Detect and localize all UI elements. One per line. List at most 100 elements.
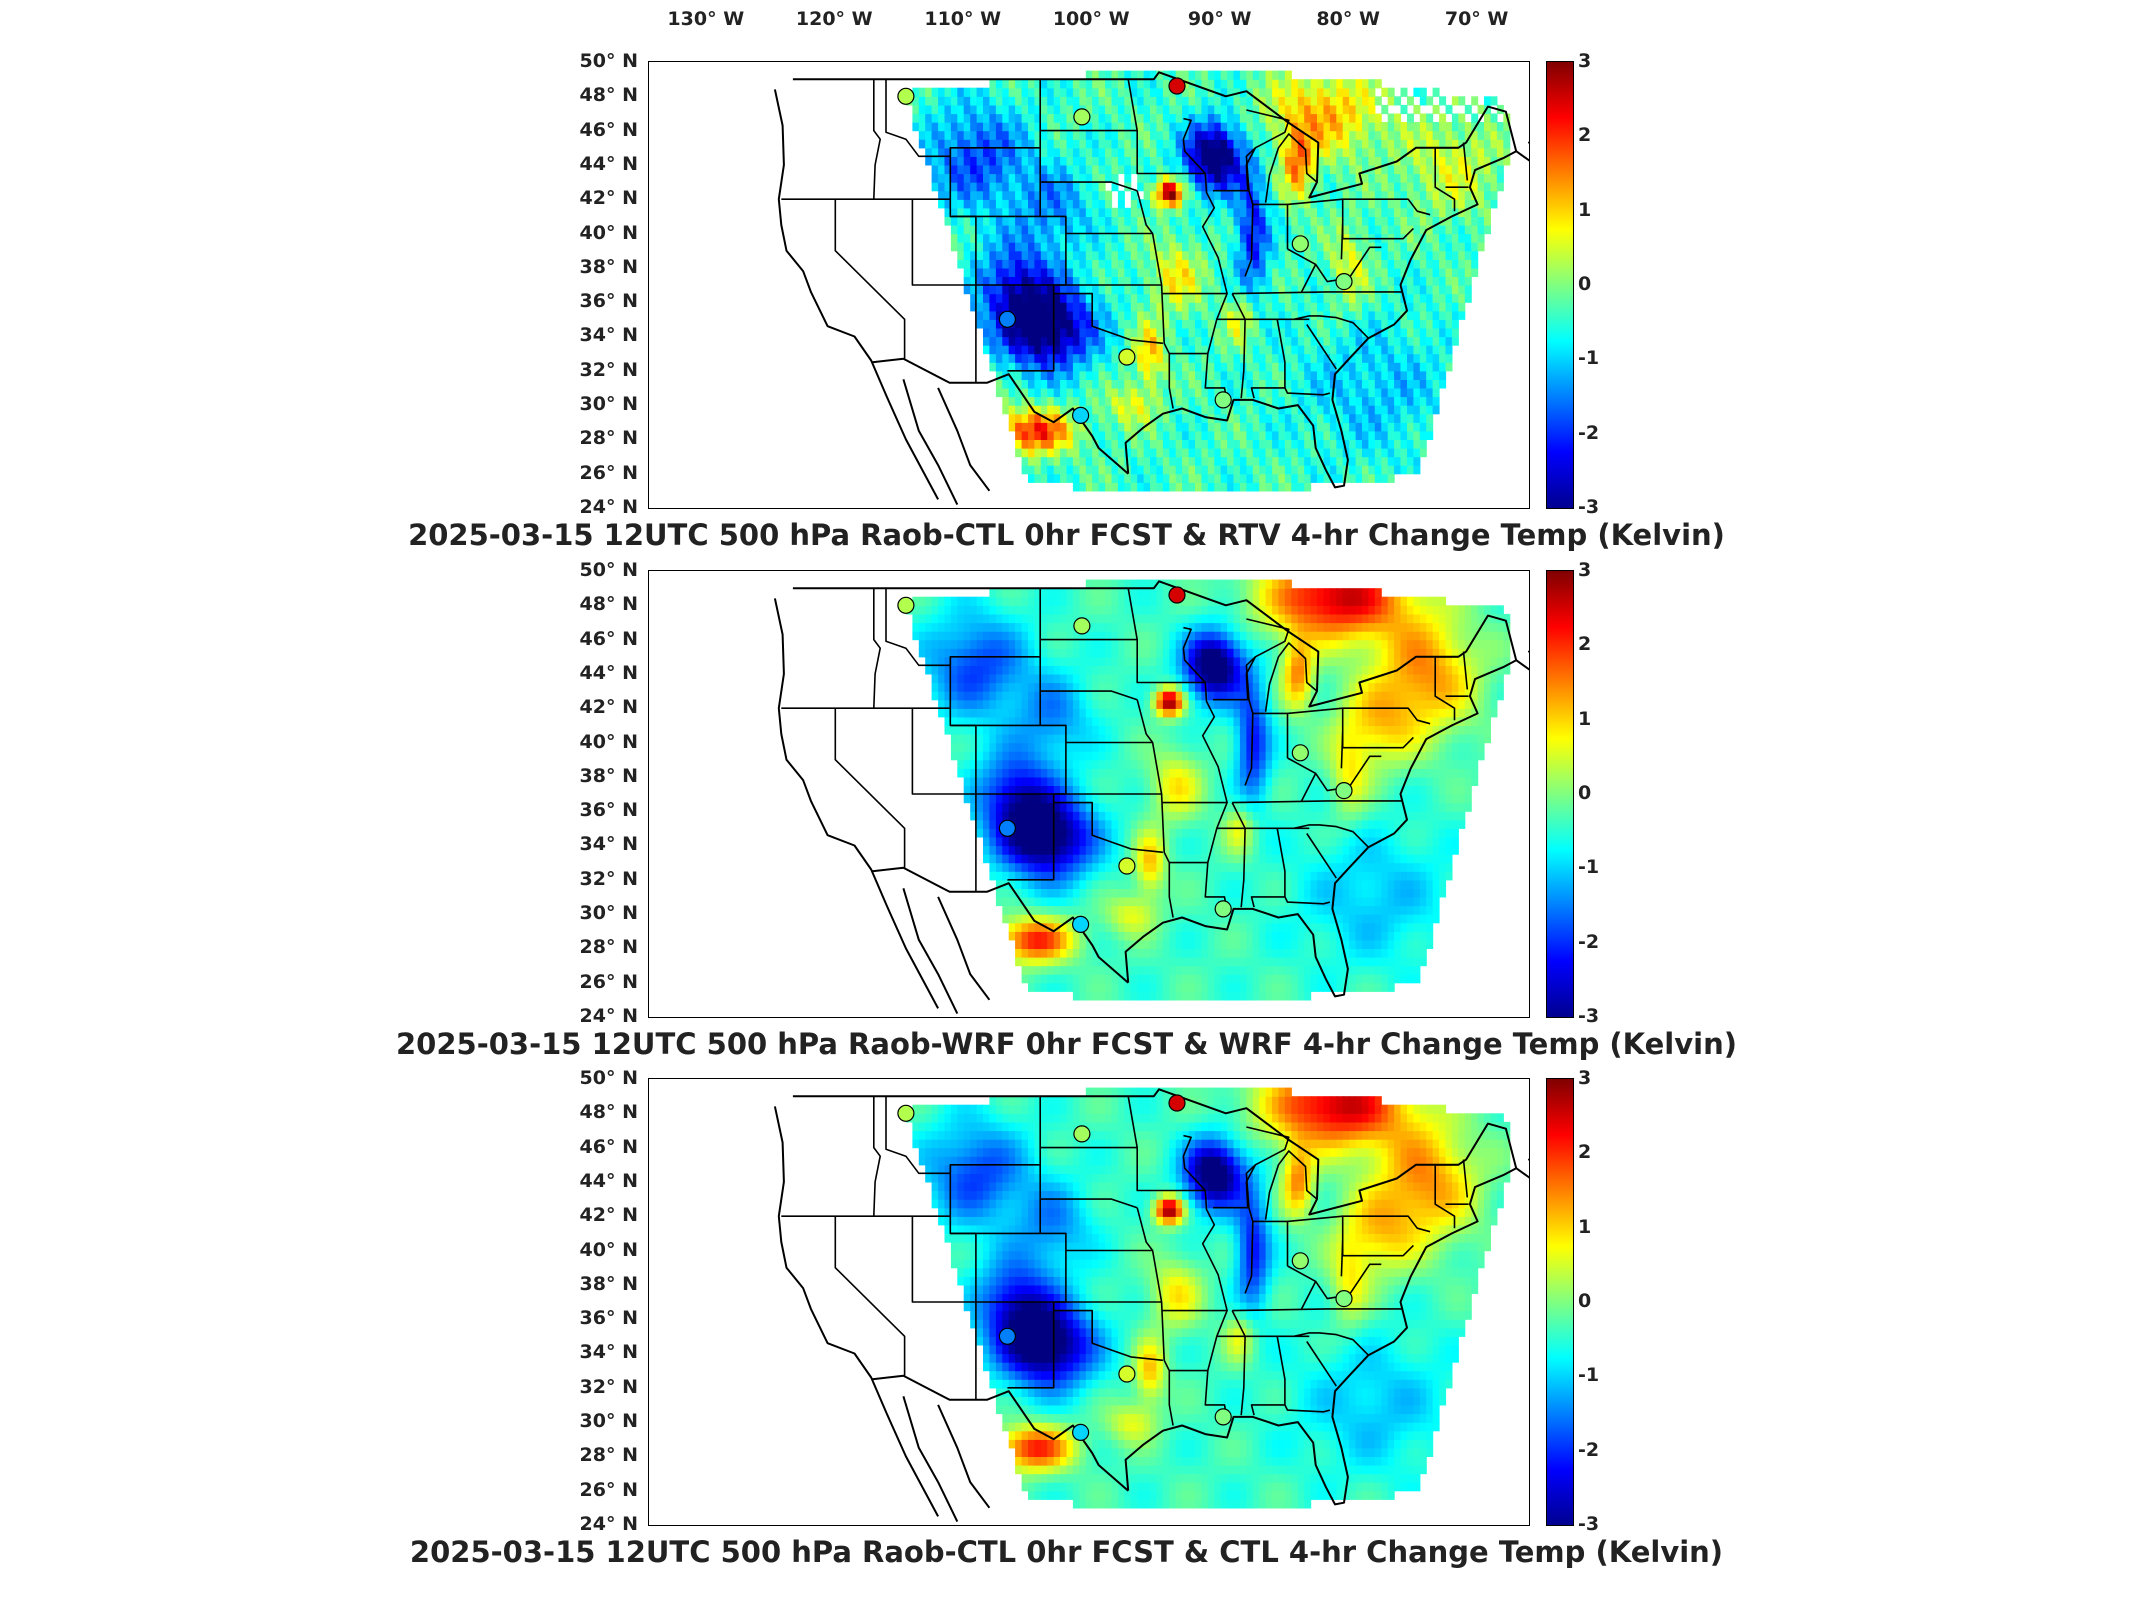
state-boundary bbox=[1231, 802, 1246, 908]
state-boundary bbox=[1136, 190, 1174, 409]
colorbar-tick-label: 0 bbox=[1578, 273, 1592, 295]
geographic-boundaries bbox=[773, 71, 1529, 506]
latitude-label: 46° N bbox=[579, 1135, 638, 1158]
state-boundary bbox=[873, 79, 881, 200]
latitude-label: 30° N bbox=[579, 393, 638, 416]
colorbar-tick-label: 2 bbox=[1578, 124, 1592, 147]
state-boundary bbox=[1232, 291, 1402, 295]
coastline-border bbox=[872, 1374, 1129, 1492]
latitude-label: 48° N bbox=[579, 593, 638, 616]
state-boundary bbox=[1462, 651, 1469, 690]
coastline-border bbox=[1124, 659, 1517, 998]
state-boundary bbox=[1201, 1190, 1228, 1419]
state-boundary bbox=[1127, 588, 1206, 684]
state-boundary bbox=[1053, 292, 1163, 345]
state-boundary bbox=[885, 79, 1041, 158]
latitude-label: 34° N bbox=[579, 833, 638, 856]
colorbar-tick-label: 3 bbox=[1578, 559, 1592, 581]
state-boundary bbox=[873, 1096, 881, 1217]
state-boundary bbox=[1293, 824, 1369, 848]
longitude-label: 100° W bbox=[1052, 8, 1130, 30]
state-boundary bbox=[1264, 642, 1318, 712]
raob-station-marker bbox=[1291, 235, 1309, 253]
state-boundary bbox=[1462, 142, 1469, 181]
colorbar-tick-label: 3 bbox=[1578, 1067, 1592, 1089]
state-boundary bbox=[873, 588, 881, 709]
state-boundary bbox=[1182, 117, 1206, 175]
state-boundary bbox=[1232, 800, 1402, 804]
raob-station-marker bbox=[897, 1104, 915, 1122]
raob-station-marker bbox=[1118, 348, 1136, 366]
state-boundary bbox=[1287, 707, 1344, 769]
coastline-border bbox=[1515, 650, 1529, 671]
state-boundary bbox=[1040, 690, 1138, 701]
colorbar-tick-label: 3 bbox=[1578, 50, 1592, 72]
state-boundary bbox=[1252, 1220, 1289, 1266]
raob-station-marker bbox=[998, 310, 1016, 328]
latitude-label: 30° N bbox=[579, 902, 638, 925]
raob-station-marker bbox=[1073, 108, 1091, 126]
state-boundary bbox=[1434, 147, 1456, 212]
raob-station-marker bbox=[1214, 391, 1232, 409]
raob-station-marker bbox=[1214, 1408, 1232, 1426]
raob-station-marker bbox=[1168, 77, 1186, 95]
state-boundary bbox=[1287, 248, 1317, 293]
latitude-label: 44° N bbox=[579, 152, 638, 175]
raob-station-marker bbox=[897, 596, 915, 614]
temperature-field bbox=[905, 70, 1511, 492]
latitude-label: 36° N bbox=[579, 290, 638, 313]
raob-station-marker bbox=[1072, 406, 1090, 424]
state-boundary bbox=[834, 1216, 906, 1376]
state-boundary bbox=[885, 588, 1041, 667]
state-boundary bbox=[1231, 1310, 1246, 1416]
raob-station-marker bbox=[998, 1327, 1016, 1345]
state-boundary bbox=[1127, 1096, 1206, 1192]
state-boundary bbox=[1341, 732, 1414, 749]
state-boundary bbox=[1245, 1164, 1256, 1222]
latitude-label: 28° N bbox=[579, 427, 638, 450]
state-boundary bbox=[1244, 713, 1254, 786]
state-boundary bbox=[1306, 1341, 1337, 1387]
coastline-border bbox=[773, 89, 939, 500]
state-boundary bbox=[911, 1216, 976, 1303]
raob-station-marker bbox=[1291, 744, 1309, 762]
state-boundary bbox=[1264, 1150, 1318, 1220]
state-boundary bbox=[1252, 712, 1289, 758]
colorbar-tick-label: -3 bbox=[1578, 1005, 1600, 1027]
colorbar-tick-label: -3 bbox=[1578, 1513, 1600, 1535]
temperature-map bbox=[773, 1087, 1529, 1523]
colorbar bbox=[1546, 1078, 1574, 1526]
latitude-label: 38° N bbox=[579, 1272, 638, 1295]
state-boundary bbox=[1201, 682, 1228, 911]
latitude-label: 40° N bbox=[579, 1238, 638, 1261]
raob-station-marker bbox=[1168, 586, 1186, 604]
latitude-label: 50° N bbox=[579, 559, 638, 581]
temperature-map bbox=[773, 579, 1529, 1015]
latitude-label: 44° N bbox=[579, 661, 638, 684]
map-plot-area bbox=[648, 61, 1530, 509]
coastline-border bbox=[902, 888, 959, 1015]
coastline-border bbox=[1124, 1167, 1517, 1506]
colorbar-tick-label: -2 bbox=[1578, 1438, 1600, 1461]
panel-title: 2025-03-15 12UTC 500 hPa Raob-CTL 0hr FC… bbox=[408, 518, 1725, 552]
geographic-boundaries bbox=[773, 580, 1529, 1015]
raob-station-marker bbox=[1214, 900, 1232, 918]
raob-station-marker bbox=[1291, 1252, 1309, 1270]
state-boundary bbox=[1244, 204, 1254, 277]
state-boundary bbox=[1232, 1308, 1402, 1312]
state-boundary bbox=[1264, 133, 1318, 203]
colorbar-tick-label: 1 bbox=[1578, 707, 1592, 730]
latitude-label: 34° N bbox=[579, 324, 638, 347]
latitude-label: 24° N bbox=[579, 496, 638, 518]
state-boundary bbox=[1284, 896, 1331, 905]
state-boundary bbox=[1434, 1164, 1456, 1229]
colorbar-tick-label: -1 bbox=[1578, 1364, 1600, 1387]
coastline-border bbox=[937, 896, 991, 1001]
coastline-border bbox=[872, 357, 1129, 475]
state-boundary bbox=[1040, 181, 1138, 192]
longitude-label: 130° W bbox=[667, 8, 745, 30]
state-boundary bbox=[885, 1096, 1041, 1175]
latitude-label: 46° N bbox=[579, 118, 638, 141]
colorbar-tick-label: -1 bbox=[1578, 347, 1600, 370]
coastline-border bbox=[773, 1106, 939, 1517]
